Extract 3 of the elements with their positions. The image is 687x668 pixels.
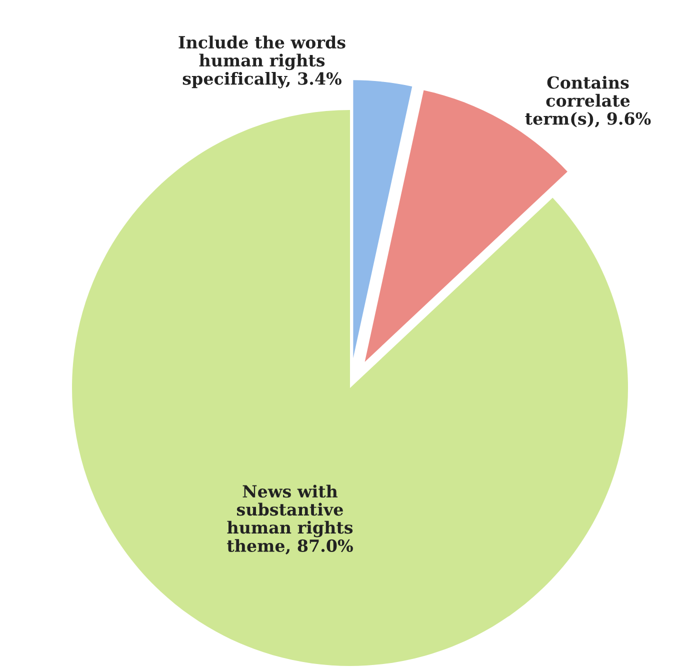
- slice-label: Include the words human rights specifically, 3.4%: [178, 36, 346, 88]
- slice-label: News with substantive human rights theme, 87.0%: [227, 484, 353, 555]
- slice-label: Contains correlate term(s), 9.6%: [525, 76, 651, 128]
